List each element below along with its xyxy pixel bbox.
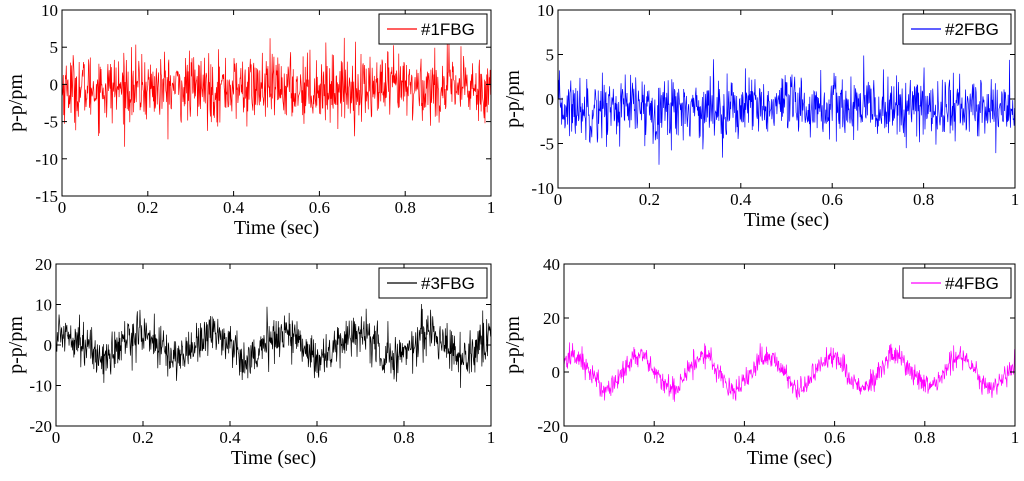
y-tick-label: -5	[540, 135, 554, 154]
y-tick-label: -10	[531, 179, 554, 198]
x-tick-label: 0.8	[395, 198, 416, 217]
y-axis-label: p-p/pm	[5, 316, 27, 374]
legend-label: #1FBG	[421, 20, 475, 39]
series-line-2FBG	[557, 55, 1016, 165]
y-tick-label: 20	[543, 309, 560, 328]
x-tick-label: 0.4	[734, 428, 756, 447]
x-tick-label: 0.2	[644, 428, 665, 447]
subplot-1: 0 0.2 0.4 0.6 0.8 1 -15 -10 -5 0 5 10 Time (sec) p-p/…	[5, 1, 495, 239]
x-axis-label: Time (sec)	[231, 447, 316, 469]
x-tick-label: 0.2	[132, 428, 153, 447]
x-tick-label: 1	[1011, 428, 1020, 447]
y-tick-label: -20	[537, 417, 560, 436]
x-tick-label: 0	[554, 190, 563, 209]
legend-label: #2FBG	[945, 20, 999, 39]
x-tick-label: 0	[560, 428, 569, 447]
x-tick-label: 1	[487, 198, 496, 217]
y-tick-label: 20	[35, 255, 52, 274]
series-line-1FBG	[61, 37, 492, 147]
axes-box	[563, 263, 1016, 427]
axes-box	[61, 9, 492, 197]
subplot-3: 0 0.2 0.4 0.6 0.8 1 -20 -10 0 10 20 Time (sec) p-p/p…	[5, 255, 495, 469]
y-tick-label: -5	[44, 113, 58, 132]
x-tick-label: 0.6	[824, 428, 845, 447]
x-tick-label: 0.4	[730, 190, 752, 209]
y-tick-label: 5	[50, 38, 59, 57]
x-tick-label: 0.8	[914, 428, 935, 447]
x-tick-label: 0.4	[223, 198, 245, 217]
legend-label: #4FBG	[945, 274, 999, 293]
x-tick-label: 0.6	[309, 198, 330, 217]
y-axis-label: p-p/pm	[502, 70, 524, 128]
series-line-3FBG	[55, 304, 492, 388]
y-tick-label: -10	[35, 150, 58, 169]
x-tick-label: 0.6	[306, 428, 327, 447]
y-tick-label: -10	[29, 377, 52, 396]
x-tick-label: 0.2	[137, 198, 158, 217]
x-tick-label: 0	[58, 198, 67, 217]
y-axis-label: p-p/pm	[5, 74, 27, 132]
legend: #2FBG	[902, 13, 1012, 45]
y-tick-label: 5	[546, 46, 555, 65]
y-tick-label: 0	[44, 336, 53, 355]
y-tick-label: 0	[50, 75, 59, 94]
y-tick-label: 40	[543, 255, 560, 274]
y-tick-label: 10	[41, 1, 58, 20]
x-tick-label: 1	[1011, 190, 1020, 209]
y-tick-label: 10	[35, 296, 52, 315]
legend: #3FBG	[378, 267, 488, 299]
x-tick-label: 0.6	[822, 190, 843, 209]
y-axis-label: p-p/pm	[502, 316, 524, 374]
x-tick-label: 0.8	[393, 428, 414, 447]
subplot-2: 0 0.2 0.4 0.6 0.8 1 -10 -5 0 5 10 Time (sec) p-p/pm #…	[502, 1, 1019, 231]
x-tick-label: 1	[487, 428, 496, 447]
y-tick-label: 0	[552, 363, 561, 382]
x-axis-label: Time (sec)	[234, 217, 319, 239]
y-tick-label: -15	[35, 187, 58, 206]
x-tick-label: 0	[52, 428, 61, 447]
legend-label: #3FBG	[421, 274, 475, 293]
x-axis-label: Time (sec)	[747, 447, 832, 469]
legend: #4FBG	[902, 267, 1012, 299]
y-tick-label: 10	[537, 1, 554, 20]
x-tick-label: 0.4	[219, 428, 241, 447]
y-tick-label: 0	[546, 90, 555, 109]
x-tick-label: 0.2	[639, 190, 660, 209]
y-tick-label: -20	[29, 417, 52, 436]
x-tick-label: 0.8	[913, 190, 934, 209]
legend: #1FBG	[378, 13, 488, 45]
x-axis-label: Time (sec)	[744, 209, 829, 231]
series-line-4FBG	[563, 342, 1016, 402]
